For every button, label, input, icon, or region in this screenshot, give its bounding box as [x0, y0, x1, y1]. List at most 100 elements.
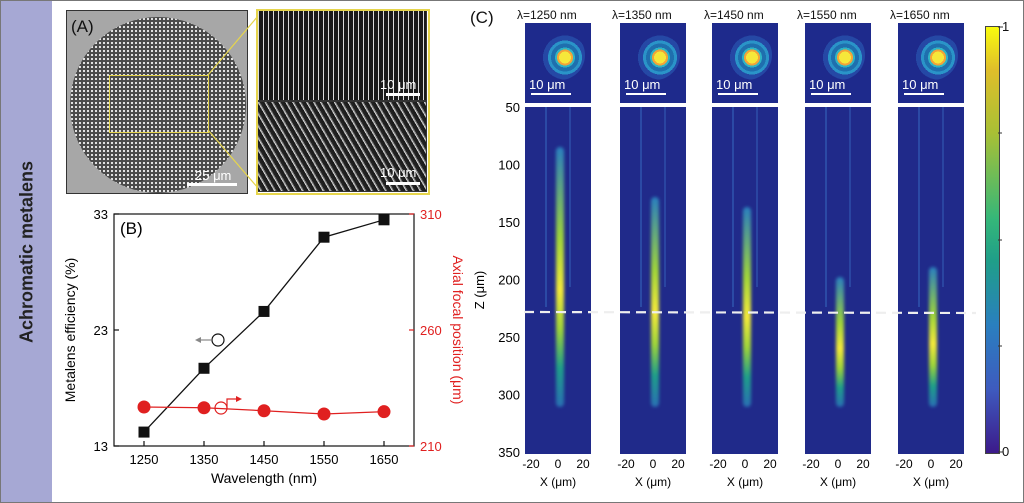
focal-position-point [137, 400, 151, 414]
scale-bar-top [386, 93, 420, 96]
sem-image-top-view: 10 μm [257, 10, 427, 101]
z-axis-label: Z (μm) [472, 271, 487, 310]
scale-bar-bottom [386, 182, 420, 185]
x-axis-label: X (μm) [635, 475, 671, 489]
psf-scale-bar [531, 93, 571, 95]
y-axis-label-left: Metalens efficiency (%) [62, 258, 78, 402]
wavelength-label: λ=1550 nm [797, 8, 857, 22]
efficiency-point [138, 426, 150, 438]
psf-scale-bar [626, 93, 666, 95]
x-tick-label: 0 [650, 457, 657, 471]
z-tick-label: 200 [498, 273, 520, 288]
x-tick-label: 0 [928, 457, 935, 471]
x-tick-label: 1650 [370, 452, 399, 467]
wavelength-label: λ=1650 nm [890, 8, 950, 22]
focal-spot-image: 10 μm [898, 23, 964, 103]
x-axis-col: -20 0 20X (μm) [617, 457, 685, 489]
colorbar-ticks [998, 26, 1003, 453]
metalens-disc [70, 17, 246, 193]
focal-plane-dashed-line [523, 310, 977, 315]
x-tick-label: 20 [949, 457, 963, 471]
panel-c-label: (C) [470, 8, 494, 27]
scale-text-bottom: 10 μm [380, 165, 417, 180]
panel-a-label: (A) [71, 17, 94, 36]
psf-scale-text: 10 μm [716, 77, 753, 92]
series-line-efficiency [143, 219, 385, 433]
x-tick-label: 0 [742, 457, 749, 471]
x-tick-label: 1350 [190, 452, 219, 467]
y-tick-label-right: 310 [420, 207, 442, 222]
z-axis: Z (μm) 50 100 150 200 250 300 350 [472, 100, 520, 460]
y-tick-label-left: 23 [94, 323, 108, 338]
x-axis-label: X (μm) [540, 475, 576, 489]
z-tick-label: 150 [498, 215, 520, 230]
x-axis-col: -20 0 20X (μm) [802, 457, 870, 489]
inset-yellow-frame [256, 9, 430, 195]
sem-image-tilted-view: 10 μm [257, 101, 427, 192]
z-tick-label: 350 [498, 445, 520, 460]
y-tick-label-left: 13 [94, 439, 108, 454]
psf-scale-text: 10 μm [809, 77, 846, 92]
axial-intensity-map [525, 107, 591, 454]
x-tick-label: 20 [671, 457, 685, 471]
colorbar-max-label: 1 [1002, 19, 1010, 34]
psf-scale-bar [718, 93, 758, 95]
axial-intensity-map [805, 107, 871, 454]
y-tick-label-right: 260 [420, 323, 442, 338]
x-tick-label: 20 [576, 457, 590, 471]
axial-intensity-map [898, 107, 964, 454]
sem-image-overview: (A) 25 μm [66, 10, 248, 194]
x-tick-label: 1450 [250, 452, 279, 467]
focal-position-point [377, 405, 391, 419]
focal-position-point [257, 404, 271, 418]
wavelength-label: λ=1350 nm [612, 8, 672, 22]
y-tick-label-right: 210 [420, 439, 442, 454]
z-tick-label: 250 [498, 330, 520, 345]
x-tick-label: 20 [763, 457, 777, 471]
focal-spot-image: 10 μm [620, 23, 686, 103]
efficiency-point [318, 231, 330, 243]
x-tick-label: -20 [617, 457, 635, 471]
focal-spot-image: 10 μm [805, 23, 871, 103]
y-axis-label-right: Axial focal position (μm) [450, 256, 466, 405]
efficiency-point [198, 362, 210, 374]
x-axis-col: -20 0 20X (μm) [895, 457, 963, 489]
psf-scale-text: 10 μm [624, 77, 661, 92]
y-tick-label-left: 33 [94, 207, 108, 222]
series-indicator-arrows [195, 333, 242, 415]
psf-scale-text: 10 μm [529, 77, 566, 92]
focal-spot-image: 10 μm [525, 23, 591, 103]
x-axis-col: -20 0 20X (μm) [522, 457, 590, 489]
x-tick-label: 0 [835, 457, 842, 471]
z-tick-label: 100 [498, 158, 520, 173]
scale-text-main: 25 μm [195, 168, 232, 183]
panel-b-label: (B) [120, 219, 143, 238]
x-axis-label: X (μm) [820, 475, 856, 489]
focal-position-point [317, 407, 331, 421]
psf-scale-bar [811, 93, 851, 95]
x-tick-label: 0 [555, 457, 562, 471]
x-tick-label: 1550 [310, 452, 339, 467]
x-axis-label: Wavelength (nm) [211, 470, 317, 486]
axial-intensity-map [712, 107, 778, 454]
z-tick-label: 50 [506, 100, 520, 115]
x-tick-label: -20 [522, 457, 540, 471]
zoom-connector-lines [207, 15, 259, 189]
x-tick-label: -20 [709, 457, 727, 471]
wavelength-label: λ=1250 nm [517, 8, 577, 22]
z-tick-label: 300 [498, 388, 520, 403]
axial-intensity-map [620, 107, 686, 454]
sidebar: Achromatic metalens [1, 1, 52, 502]
x-axis-label: X (μm) [727, 475, 763, 489]
x-axis-label: X (μm) [913, 475, 949, 489]
scale-bar-main [187, 183, 237, 186]
efficiency-point [378, 214, 390, 226]
scale-text-top: 10 μm [380, 77, 417, 92]
colorbar-min-label: 0 [1002, 444, 1010, 459]
zoom-region-box [109, 75, 209, 133]
efficiency-point [258, 305, 270, 317]
focal-position-point [197, 401, 211, 415]
x-tick-label: 1250 [130, 452, 159, 467]
x-tick-label: -20 [895, 457, 913, 471]
x-tick-label: -20 [802, 457, 820, 471]
